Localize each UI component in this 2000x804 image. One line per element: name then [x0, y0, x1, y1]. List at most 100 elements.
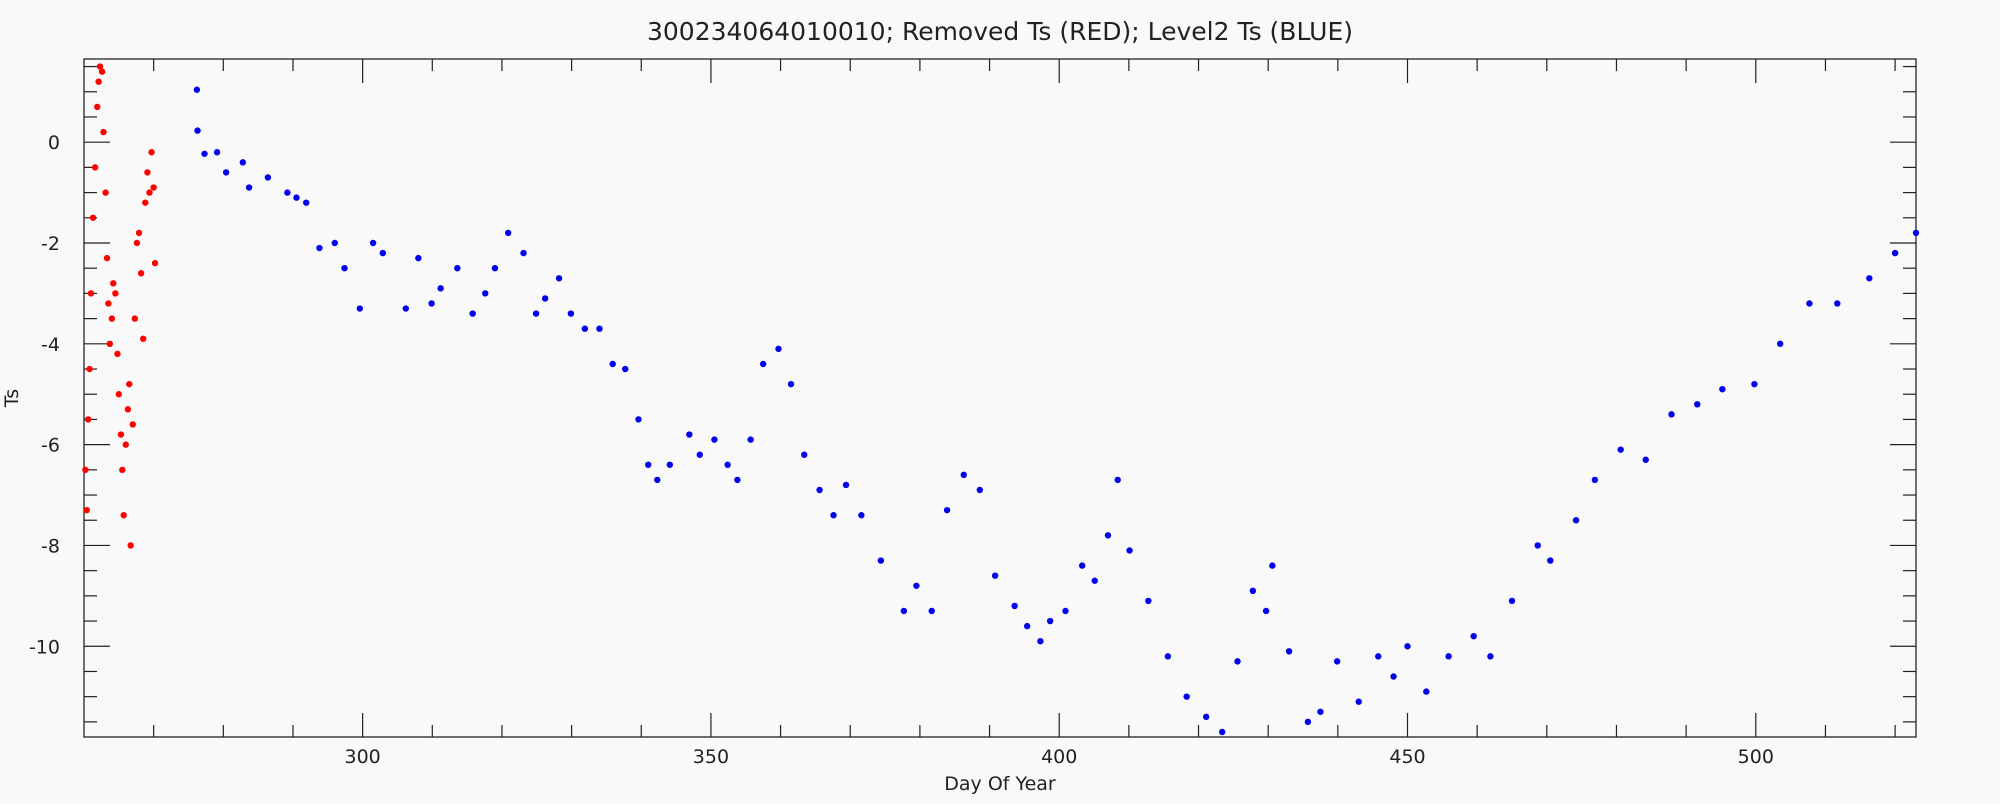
data-point [686, 431, 693, 438]
data-point [541, 295, 549, 302]
data-point [245, 184, 253, 191]
data-point [120, 512, 127, 519]
data-point [520, 249, 527, 257]
data-point [1572, 517, 1580, 524]
data-point [117, 431, 125, 438]
data-point [622, 365, 629, 373]
data-point [222, 169, 230, 176]
data-point [1776, 340, 1784, 348]
data-point [437, 285, 444, 292]
data-point [913, 582, 920, 589]
y-tick-label: 0 [48, 132, 60, 154]
data-point [991, 572, 999, 579]
data-point [842, 481, 850, 489]
data-point [379, 249, 387, 257]
data-point [356, 305, 364, 312]
data-point [1269, 562, 1276, 569]
x-tick-label: 450 [1389, 746, 1425, 768]
data-point [1104, 532, 1112, 539]
data-point [1304, 718, 1312, 726]
data-point [654, 476, 661, 484]
data-point [213, 149, 221, 156]
data-point [1617, 446, 1624, 453]
y-tick-label: -6 [41, 435, 60, 457]
data-point [1591, 476, 1599, 484]
data-point [415, 254, 422, 262]
data-point [976, 486, 983, 494]
data-point [135, 229, 143, 237]
data-point [1011, 602, 1018, 610]
data-point [900, 607, 908, 615]
x-tick-label: 500 [1738, 746, 1774, 768]
data-point [133, 239, 141, 247]
y-tick-label: -10 [29, 636, 60, 658]
data-point [454, 264, 461, 272]
data-point [127, 542, 134, 549]
data-point [1126, 547, 1133, 554]
data-point [144, 169, 151, 176]
data-point [110, 280, 117, 287]
data-point [102, 189, 109, 196]
data-point [369, 239, 377, 247]
data-point [1668, 411, 1675, 418]
data-point [151, 259, 159, 267]
data-point [1091, 577, 1098, 584]
data-point [1317, 708, 1324, 715]
y-axis-label: Ts [1, 389, 23, 408]
data-point [239, 159, 247, 166]
data-point [877, 557, 885, 564]
data-point [1202, 713, 1210, 721]
y-tick-label: -4 [41, 334, 60, 356]
data-point [146, 189, 153, 196]
data-point [775, 345, 782, 353]
data-point [666, 461, 674, 468]
chart-title: 300234064010010; Removed Ts (RED); Level… [647, 17, 1353, 46]
data-point [148, 149, 155, 156]
x-tick-label: 400 [1041, 746, 1077, 768]
data-point [1333, 658, 1341, 665]
data-point [1262, 607, 1270, 615]
data-point [1164, 653, 1172, 660]
data-point [567, 310, 575, 317]
data-point [193, 86, 201, 93]
data-point [106, 340, 113, 348]
data-point [1891, 249, 1899, 257]
data-point [119, 466, 126, 474]
data-point [284, 189, 291, 196]
data-point [1234, 658, 1241, 665]
data-point [858, 512, 865, 519]
data-point [1445, 653, 1452, 660]
data-point [711, 436, 718, 443]
data-point [303, 199, 310, 206]
data-point [1114, 476, 1121, 484]
data-point [1642, 456, 1649, 463]
data-point [1062, 607, 1069, 615]
data-point [1694, 401, 1701, 408]
data-point [126, 380, 133, 388]
x-axis-label: Day Of Year [944, 773, 1056, 795]
data-point [1355, 698, 1362, 705]
data-point [482, 290, 489, 297]
data-point [122, 441, 129, 448]
data-point [747, 436, 754, 443]
data-point [1547, 557, 1554, 564]
data-point [696, 451, 703, 458]
data-point [98, 68, 106, 75]
data-point [293, 194, 300, 201]
data-point [801, 451, 808, 458]
data-point [1534, 542, 1541, 549]
data-point [1719, 385, 1726, 393]
y-tick-label: -2 [41, 233, 60, 255]
data-point [1037, 638, 1044, 645]
data-point [131, 315, 139, 322]
data-point [1508, 597, 1516, 605]
data-point [645, 461, 652, 468]
data-point [943, 506, 951, 514]
data-point [816, 486, 823, 494]
data-point [150, 184, 157, 191]
data-point [201, 150, 208, 157]
data-point [581, 325, 589, 332]
data-point [532, 310, 540, 317]
data-point [100, 128, 107, 136]
